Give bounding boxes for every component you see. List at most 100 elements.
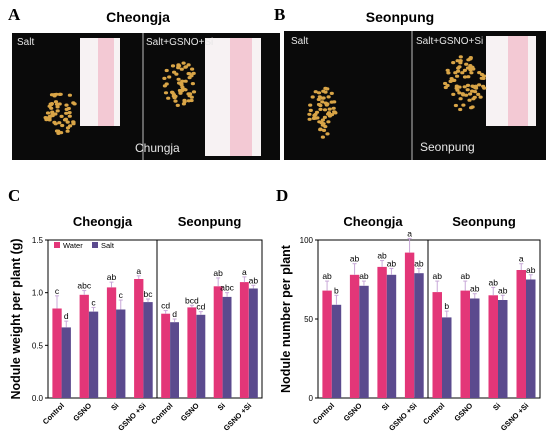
significance-letter: ab: [498, 285, 508, 295]
nodule: [321, 122, 326, 126]
nodule: [320, 100, 325, 104]
nodule: [179, 89, 185, 93]
nodule: [453, 71, 458, 75]
significance-letter: cd: [161, 301, 170, 311]
nodule: [479, 76, 484, 80]
bar: [213, 286, 223, 398]
legend-swatch: [54, 242, 60, 248]
nodule: [311, 116, 316, 120]
photo-a-label-salt: Salt: [17, 37, 34, 48]
panel-letter-b: B: [274, 5, 285, 24]
nodule: [321, 128, 327, 132]
category-label: GSNO +Si: [499, 401, 531, 433]
nodule: [327, 107, 332, 111]
group-title: Seonpung: [452, 214, 516, 229]
nodule: [469, 71, 474, 75]
nodule: [464, 93, 469, 97]
nodule: [445, 83, 450, 88]
nodule: [458, 55, 463, 59]
significance-letter: b: [444, 301, 449, 311]
bar: [187, 307, 197, 398]
nodule: [445, 68, 450, 72]
group-title: Cheongja: [73, 214, 133, 229]
ruler-b-strip: [508, 36, 528, 126]
nodule: [451, 78, 456, 82]
bar: [134, 279, 144, 398]
photo-b-label-cultivar: Seonpung: [420, 140, 475, 154]
y-tick-label: 100: [300, 236, 314, 245]
nodule: [308, 103, 313, 107]
bar: [442, 317, 452, 398]
nodule: [326, 95, 331, 99]
bar: [52, 308, 62, 398]
nodule: [466, 58, 471, 62]
category-label: Si: [491, 401, 502, 412]
nodule: [178, 91, 183, 95]
category-label: GSNO: [342, 401, 364, 423]
significance-letter: b: [334, 285, 339, 295]
y-axis-label: Nodule weight per plant (g): [9, 238, 23, 399]
panel-b-title: Seonpung: [366, 9, 434, 25]
nodule: [43, 116, 48, 120]
nodule: [71, 101, 76, 105]
category-label: Si: [216, 401, 227, 412]
significance-letter: abc: [77, 281, 91, 291]
nodule: [460, 92, 465, 96]
nodule: [471, 67, 476, 71]
nodule: [317, 120, 322, 124]
nodule: [478, 95, 483, 99]
bar: [239, 282, 249, 398]
significance-letter: ab: [470, 284, 480, 294]
significance-letter: ab: [433, 271, 443, 281]
nodule: [443, 81, 448, 86]
nodule: [329, 91, 334, 95]
category-label: GSNO: [452, 401, 474, 423]
bar: [359, 285, 369, 398]
significance-letter: d: [64, 311, 69, 321]
bar: [404, 252, 415, 398]
nodule: [454, 86, 459, 90]
nodule: [462, 68, 467, 72]
category-label: Si: [380, 401, 391, 412]
bar: [470, 298, 480, 398]
panel-a: A Cheongja Salt Salt+GSNO+Si Chungja: [8, 5, 280, 160]
nodule: [176, 66, 181, 70]
y-tick-label: 1.0: [32, 289, 44, 298]
nodule: [321, 89, 326, 93]
nodule: [55, 105, 60, 109]
nodule: [57, 121, 62, 125]
group-title: Seonpung: [178, 214, 242, 229]
nodule: [176, 77, 181, 81]
legend-label: Salt: [101, 241, 115, 250]
nodule: [65, 120, 70, 124]
bar: [161, 313, 171, 398]
group-title: Cheongja: [343, 214, 403, 229]
nodule: [171, 93, 176, 97]
nodule: [316, 102, 322, 107]
y-tick-label: 0.5: [32, 341, 44, 350]
significance-letter: ab: [359, 271, 369, 281]
nodule: [473, 90, 478, 94]
photo-b-label-treated: Salt+GSNO+Si: [416, 36, 483, 47]
bar: [61, 327, 71, 398]
significance-letter: c: [91, 297, 96, 307]
nodule: [190, 67, 195, 71]
nodule: [191, 90, 197, 94]
bar: [143, 302, 153, 398]
nodule: [68, 124, 73, 128]
nodule: [57, 102, 62, 106]
bar: [516, 270, 526, 398]
nodule: [446, 71, 451, 75]
nodule: [55, 109, 60, 113]
nodule: [64, 103, 69, 107]
nodule: [458, 107, 463, 112]
nodule: [451, 61, 456, 65]
bar: [386, 274, 397, 398]
nodule: [329, 113, 335, 117]
nodule: [468, 92, 473, 96]
nodule: [465, 83, 471, 87]
nodule: [460, 71, 465, 75]
nodule: [465, 66, 471, 70]
significance-letter: c: [119, 290, 124, 300]
nodule: [318, 107, 323, 111]
